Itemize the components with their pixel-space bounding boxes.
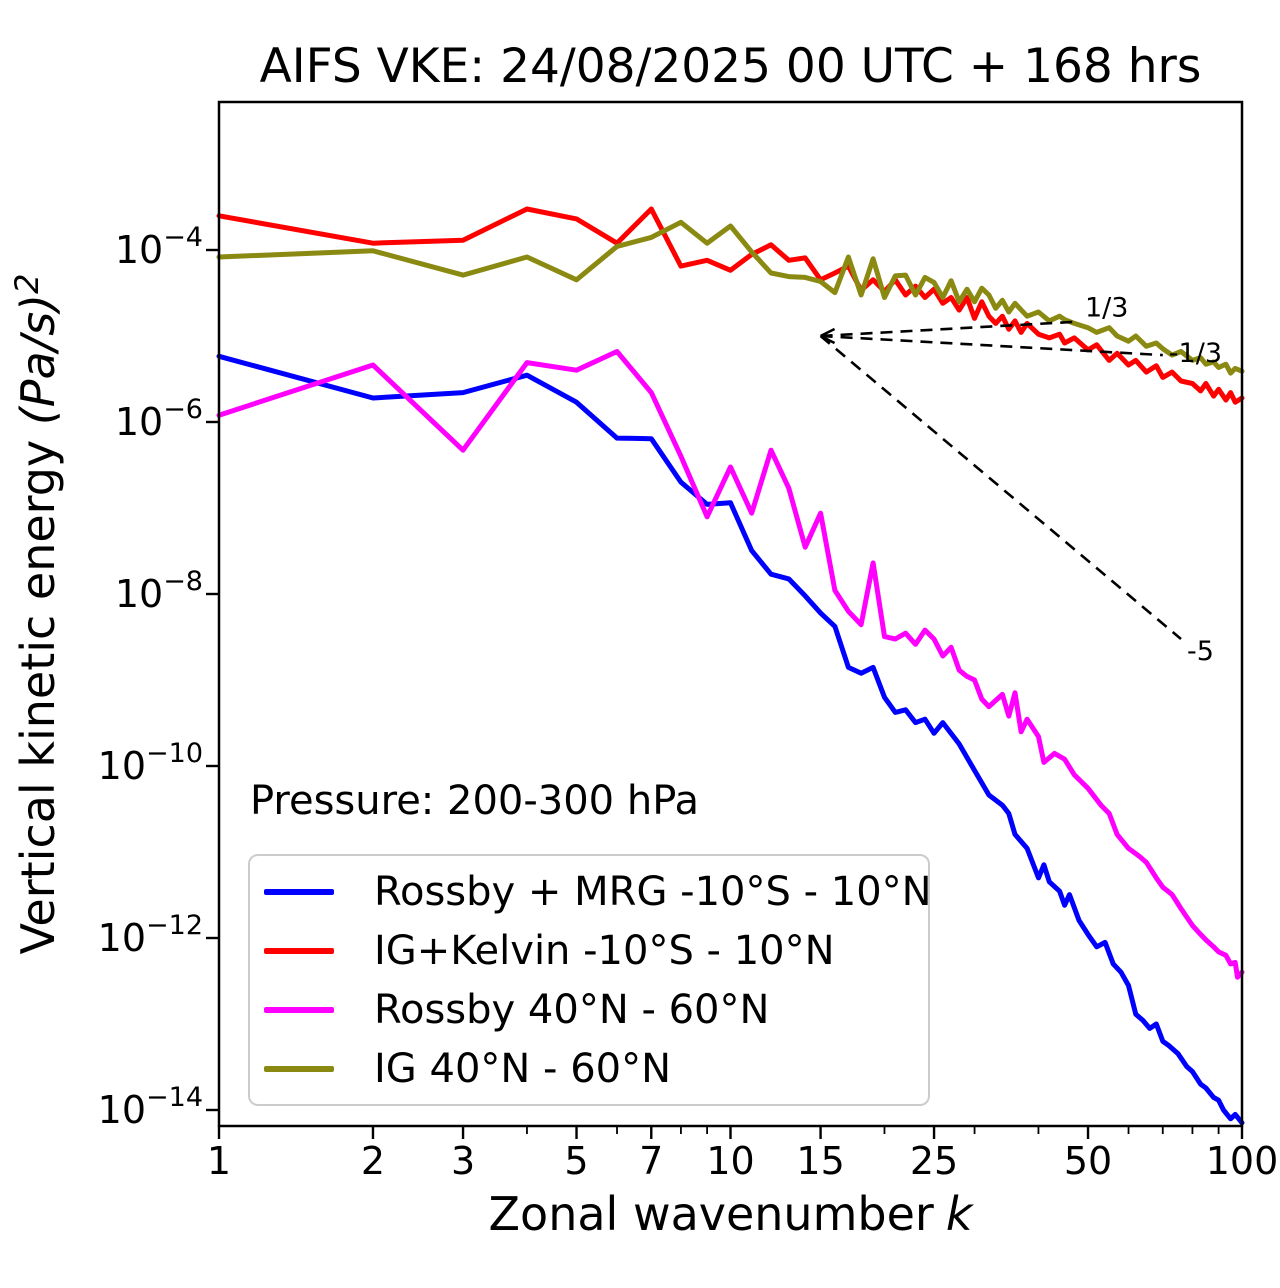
reference-arrowhead <box>819 334 836 345</box>
x-tick-label: 10 <box>706 1139 754 1183</box>
reference-slope-label: -1/3 <box>1169 338 1222 369</box>
y-tick-label: 10−14 <box>98 1082 203 1132</box>
y-axis-label-exponent: 2 <box>8 274 46 294</box>
y-tick-label: 10−6 <box>115 394 203 444</box>
reference-slope-line <box>820 320 1080 338</box>
legend-label: Rossby 40°N - 60°N <box>374 986 770 1033</box>
x-axis-label-symbol: k <box>945 1187 973 1241</box>
legend-item: Rossby + MRG -10°S - 10°N <box>250 863 932 921</box>
x-tick-label: 50 <box>1064 1139 1112 1183</box>
legend-swatch-ig-kelvin-tropics <box>264 947 334 954</box>
legend-swatch-rossby-mrg-tropics <box>264 888 334 895</box>
x-tick-label: 5 <box>564 1139 588 1183</box>
x-tick-label: 3 <box>451 1139 475 1183</box>
legend-label: IG 40°N - 60°N <box>374 1045 672 1092</box>
legend-label: Rossby + MRG -10°S - 10°N <box>374 868 932 915</box>
x-tick-label: 2 <box>361 1139 385 1183</box>
y-axis-label-text: Vertical kinetic energy <box>11 425 65 954</box>
reference-slope-label: 1/3 <box>1085 293 1128 324</box>
legend: Rossby + MRG -10°S - 10°N IG+Kelvin -10°… <box>248 854 932 1106</box>
series-line-3 <box>216 219 1245 376</box>
y-tick-label: 10−4 <box>115 222 203 272</box>
reference-slope-line <box>819 335 1182 640</box>
x-tick-label: 7 <box>639 1139 663 1183</box>
x-axis-label: Zonal wavenumber k <box>219 1190 1242 1238</box>
y-tick-label: 10−8 <box>115 566 203 616</box>
x-tick-label: 25 <box>910 1139 958 1183</box>
legend-item: IG+Kelvin -10°S - 10°N <box>250 922 928 980</box>
y-tick-label: 10−10 <box>98 738 203 788</box>
x-tick-label: 100 <box>1206 1139 1279 1183</box>
series-line-1 <box>216 206 1245 405</box>
x-axis-label-text: Zonal wavenumber <box>488 1187 934 1241</box>
legend-swatch-ig-midlat <box>264 1065 334 1072</box>
x-tick-label: 1 <box>207 1139 231 1183</box>
legend-swatch-rossby-midlat <box>264 1006 334 1013</box>
y-axis-label-math: (Pa/s) <box>11 294 65 425</box>
legend-item: IG 40°N - 60°N <box>250 1040 928 1098</box>
pressure-annotation: Pressure: 200-300 hPa <box>250 778 700 824</box>
reference-slope-line <box>820 334 1163 357</box>
legend-label: IG+Kelvin -10°S - 10°N <box>374 927 835 974</box>
series-line-0 <box>216 353 1245 1126</box>
reference-arrowhead <box>819 327 836 338</box>
plot-generated-content: 1/3 -1/3 -5 1 2 3 5 7 10 15 25 50 100 10−4 10−6 10−8 10−… <box>98 100 1279 1183</box>
x-tick-label: 15 <box>796 1139 844 1183</box>
chart-title: AIFS VKE: 24/08/2025 00 UTC + 168 hrs <box>259 39 1202 94</box>
y-axis-label: Vertical kinetic energy (Pa/s)2 <box>8 274 65 955</box>
y-tick-label: 10−12 <box>98 910 203 960</box>
series-line-2 <box>216 349 1245 980</box>
reference-slope-label: -5 <box>1187 636 1214 667</box>
legend-item: Rossby 40°N - 60°N <box>250 981 928 1039</box>
